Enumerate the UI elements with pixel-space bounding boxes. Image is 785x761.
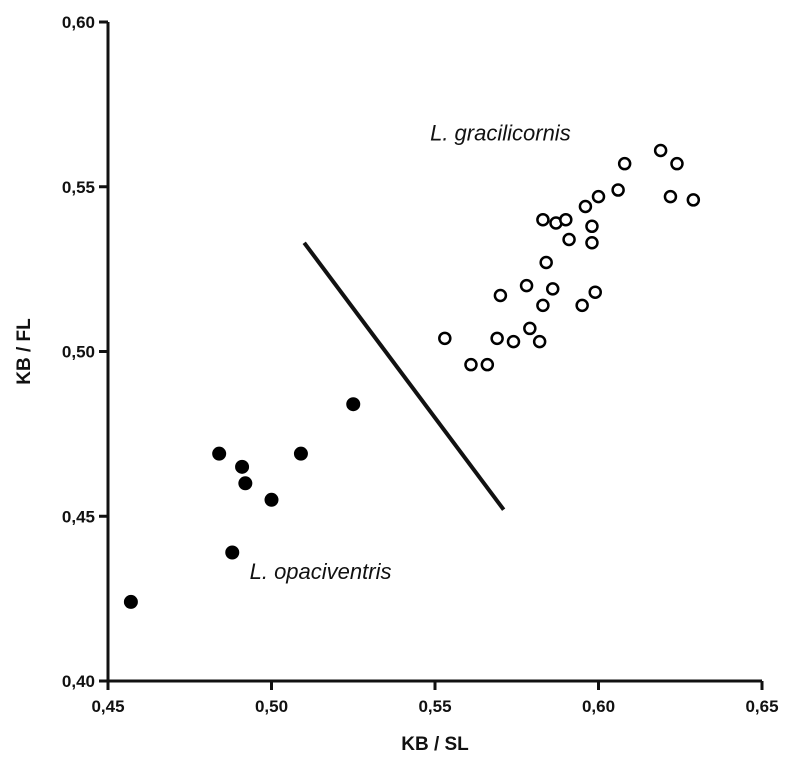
x-tick-label: 0,60	[582, 697, 615, 716]
y-axis-label: KB / FL	[14, 318, 35, 385]
data-point-gracilicornis	[545, 282, 560, 296]
divider-line	[302, 241, 506, 511]
data-point-opaciventris	[293, 446, 308, 461]
data-point-gracilicornis	[464, 357, 478, 372]
data-point-gracilicornis	[480, 357, 495, 372]
data-point-opaciventris	[123, 594, 138, 609]
annotation-opaciventris: L. opaciventris	[250, 559, 392, 584]
data-point-gracilicornis	[585, 236, 599, 250]
data-point-gracilicornis	[588, 285, 602, 299]
data-point-gracilicornis	[562, 232, 576, 247]
data-point-opaciventris	[235, 459, 250, 474]
data-point-opaciventris	[212, 446, 227, 461]
data-point-gracilicornis	[663, 189, 678, 204]
x-tick-label: 0,55	[418, 697, 451, 716]
data-point-gracilicornis	[536, 212, 550, 227]
annotation-gracilicornis: L. gracilicornis	[430, 121, 571, 146]
data-point-gracilicornis	[506, 334, 521, 349]
data-point-gracilicornis	[532, 334, 547, 349]
y-tick-label: 0,55	[62, 178, 95, 197]
data-point-gracilicornis	[536, 298, 550, 313]
data-point-gracilicornis	[493, 288, 508, 303]
data-point-opaciventris	[264, 492, 279, 507]
data-point-gracilicornis	[438, 331, 452, 346]
data-point-gracilicornis	[559, 212, 573, 227]
data-point-gracilicornis	[490, 331, 504, 346]
data-point-opaciventris	[238, 476, 253, 491]
y-tick-label: 0,60	[62, 13, 95, 32]
y-axis-ticks: 0,40 0,45 0,50 0,55 0,60	[62, 13, 108, 691]
x-tick-label: 0,45	[91, 697, 124, 716]
data-point-opaciventris	[225, 545, 240, 560]
data-point-gracilicornis	[611, 183, 625, 197]
y-tick-label: 0,45	[62, 507, 95, 526]
y-tick-label: 0,40	[62, 672, 95, 691]
data-point-gracilicornis	[523, 321, 537, 336]
data-point-gracilicornis	[617, 156, 632, 171]
data-point-gracilicornis	[539, 255, 553, 270]
x-axis-ticks: 0,45 0,50 0,55 0,60 0,65	[91, 681, 779, 716]
data-point-gracilicornis	[686, 193, 701, 207]
data-point-gracilicornis	[578, 199, 593, 214]
x-tick-label: 0,50	[255, 697, 288, 716]
data-point-gracilicornis	[585, 219, 599, 234]
data-points	[123, 143, 701, 609]
x-tick-label: 0,65	[745, 697, 778, 716]
data-point-gracilicornis	[670, 156, 684, 171]
data-point-gracilicornis	[591, 189, 606, 204]
data-point-opaciventris	[346, 397, 361, 412]
x-axis-label: KB / SL	[401, 734, 469, 755]
y-tick-label: 0,50	[62, 343, 95, 362]
data-point-gracilicornis	[519, 278, 534, 293]
data-point-gracilicornis	[653, 143, 668, 158]
data-point-gracilicornis	[575, 298, 589, 313]
